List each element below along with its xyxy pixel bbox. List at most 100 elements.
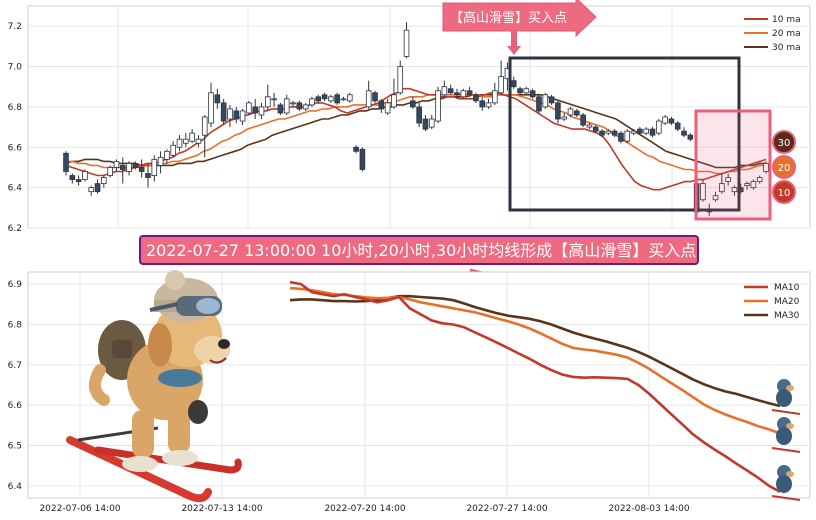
candle-body — [441, 86, 448, 96]
moving-averages — [65, 87, 767, 191]
candle-body — [485, 102, 492, 108]
candle-body — [428, 118, 435, 128]
bottom-x-tick-label: 2022-07-13 14:00 — [181, 504, 262, 514]
candle-body — [113, 160, 120, 168]
top-y-tick-label: 7.0 — [8, 63, 23, 73]
candle-body — [69, 175, 76, 180]
badge-30: 30 — [778, 138, 791, 149]
legend-MA10: MA10 — [774, 283, 800, 293]
top-y-tick-label: 6.8 — [8, 103, 23, 113]
candle-body — [410, 100, 416, 108]
legend-30ma: 30 ma — [772, 43, 801, 53]
candle-body — [630, 130, 637, 134]
candle-body — [94, 183, 101, 193]
legend-20ma: 20 ma — [772, 29, 801, 39]
candle-body — [233, 110, 240, 120]
candle-body — [309, 98, 315, 106]
candle-body — [479, 100, 486, 108]
candle-body — [189, 132, 195, 142]
candle-body — [403, 29, 410, 57]
candle-body — [220, 102, 227, 122]
bottom-y-tick-label: 6.7 — [8, 361, 22, 371]
ma-line-panel: 6.46.56.66.76.86.9 2022-07-06 14:00 2022-… — [8, 270, 811, 514]
candle-body — [561, 116, 567, 120]
candle-body — [548, 96, 555, 104]
bottom-y-tick-label: 6.9 — [8, 280, 23, 290]
top-y-tick-label: 6.6 — [8, 143, 23, 153]
candle-body — [214, 94, 221, 104]
candle-body — [750, 181, 757, 189]
candle-body — [542, 94, 549, 108]
top-ma30-line — [65, 94, 766, 169]
bottom-legend: MA10 MA20 MA30 — [744, 283, 800, 321]
candle-body — [359, 148, 366, 170]
candle-body — [719, 183, 725, 193]
candle-body — [132, 163, 139, 168]
candle-body — [290, 102, 296, 105]
callout-label: 【高山滑雪】买入点 — [450, 10, 567, 26]
candle-body — [353, 146, 359, 152]
bottom-x-axis: 2022-07-06 14:00 2022-07-13 14:00 2022-07-… — [39, 504, 689, 514]
skier-icon — [771, 379, 801, 415]
ma-lines — [289, 280, 781, 494]
candle-body — [681, 130, 687, 136]
candle-body — [138, 167, 145, 172]
candle-body — [473, 94, 479, 102]
bottom-x-tick-label: 2022-08-03 14:00 — [608, 504, 689, 514]
candle-body — [378, 100, 385, 110]
top-grid — [28, 6, 810, 229]
bottom-x-tick-label: 2022-07-27 14:00 — [466, 504, 547, 514]
candle-body — [599, 130, 605, 136]
candles — [63, 22, 769, 216]
candle-body — [712, 195, 719, 201]
candlestick-panel: 6.2 6.4 6.6 6.8 7.0 7.2 10 ma 20 ma 30 ma 【高山… — [8, 0, 811, 234]
bottom-x-tick-label: 2022-07-20 14:00 — [324, 504, 405, 514]
candle-body — [157, 156, 164, 166]
bottom-ma10-line — [289, 280, 781, 494]
candle-body — [107, 167, 113, 176]
candle-body — [523, 88, 530, 94]
candle-body — [176, 138, 183, 148]
skier-icon — [771, 465, 801, 501]
candle-body — [208, 92, 214, 124]
candle-body — [328, 96, 334, 102]
bottom-y-axis: 6.4 6.5 6.6 6.7 6.8 6.9 — [8, 280, 23, 492]
candle-body — [183, 138, 189, 144]
buy-point-callout: 【高山滑雪】买入点 — [442, 0, 597, 55]
bottom-y-tick-label: 6.5 — [8, 442, 22, 452]
candle-body — [365, 90, 372, 108]
candle-body — [145, 173, 151, 178]
candle-body — [397, 66, 404, 94]
candle-body — [725, 177, 731, 182]
candle-body — [258, 106, 265, 116]
candle-body — [265, 96, 271, 108]
candle-body — [271, 98, 277, 101]
skiing-dog-illustration — [66, 270, 242, 503]
candle-body — [283, 98, 290, 114]
candle-body — [492, 90, 498, 104]
candle-body — [529, 90, 536, 98]
bottom-x-tick-label: 2022-07-06 14:00 — [39, 504, 120, 514]
candle-body — [574, 110, 580, 116]
candle-body — [195, 138, 202, 144]
candle-body — [611, 130, 618, 136]
candle-body — [239, 110, 246, 122]
top-ma10-line — [65, 87, 767, 191]
candle-body — [164, 150, 170, 160]
bottom-ma20-line — [289, 286, 781, 435]
top-y-tick-label: 6.4 — [8, 184, 23, 194]
candle-body — [391, 94, 397, 108]
candle-body — [687, 134, 694, 140]
candle-body — [510, 80, 517, 88]
ma-badges: 30 20 10 — [772, 130, 796, 204]
candle-body — [321, 94, 328, 100]
top-ma20-line — [66, 94, 766, 175]
candle-body — [618, 132, 624, 142]
signal-box — [508, 56, 741, 212]
legend-10ma: 10 ma — [772, 15, 801, 25]
candle-body — [466, 90, 473, 96]
candle-body — [372, 92, 378, 102]
candle-body — [75, 179, 82, 182]
candle-body — [416, 106, 422, 124]
pink-highlight-box — [694, 109, 772, 221]
